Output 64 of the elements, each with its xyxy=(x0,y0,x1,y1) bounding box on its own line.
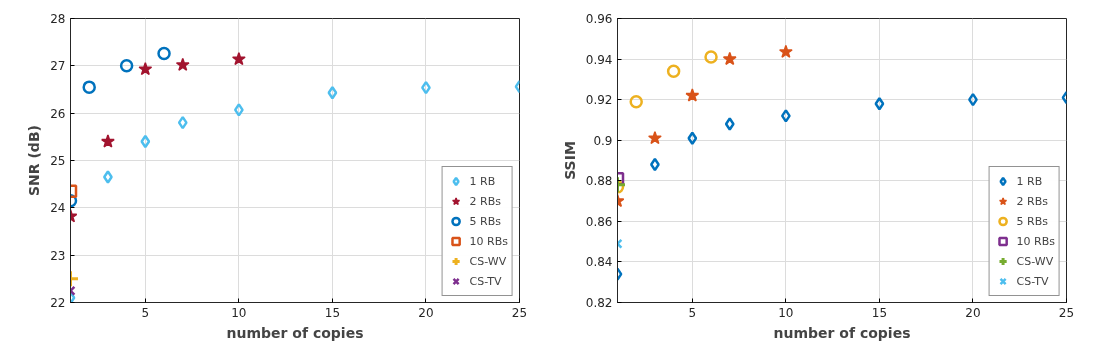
point xyxy=(177,115,188,130)
legend-label: 2 RBs xyxy=(1016,194,1048,208)
point xyxy=(231,51,246,66)
point xyxy=(724,117,735,131)
y-tick-label: 0.84 xyxy=(585,255,613,270)
legend-label: 10 RBs xyxy=(469,234,508,248)
x-tick-label: 15 xyxy=(871,305,888,320)
point xyxy=(687,131,698,145)
y-tick-label: 0.86 xyxy=(585,214,613,229)
legend-label: CS-WV xyxy=(469,254,507,268)
x-axis-title: number of copies xyxy=(773,324,911,341)
x-tick-label: 25 xyxy=(511,305,528,320)
point xyxy=(103,170,113,184)
legend-label: CS-TV xyxy=(469,274,502,288)
legend-label: 10 RBs xyxy=(1016,234,1055,248)
point xyxy=(175,57,190,71)
x-tick-label: 5 xyxy=(688,305,697,320)
legend-label: CS-WV xyxy=(1016,254,1054,268)
y-tick-label: 0.94 xyxy=(585,52,613,67)
legend-label: 1 RB xyxy=(1016,174,1043,188)
point xyxy=(722,51,737,66)
point xyxy=(327,86,338,100)
x-axis-title: number of copies xyxy=(226,324,364,341)
point xyxy=(666,64,681,78)
y-tick-label: 28 xyxy=(50,12,66,26)
x-tick-label: 10 xyxy=(231,305,247,320)
legend-label: 5 RBs xyxy=(469,214,501,228)
x-tick-label: 20 xyxy=(418,305,434,320)
point xyxy=(119,59,134,73)
legend-label: 5 RBs xyxy=(1016,214,1048,228)
y-tick-label: 0.92 xyxy=(585,93,613,108)
point xyxy=(647,130,662,145)
point xyxy=(778,44,793,58)
y-tick-label: 22 xyxy=(50,296,66,310)
point xyxy=(100,134,115,148)
y-tick-label: 0.96 xyxy=(585,12,613,26)
point xyxy=(140,134,151,149)
y-tick-label: 26 xyxy=(50,106,66,121)
legend-label: 1 RB xyxy=(469,174,496,188)
y-tick-label: 24 xyxy=(50,201,66,216)
point xyxy=(685,88,700,102)
y-tick-label: 25 xyxy=(50,154,66,168)
x-tick-label: 10 xyxy=(778,305,794,320)
point xyxy=(874,96,885,111)
y-tick-label: 0.88 xyxy=(585,174,613,189)
y-tick-label: 27 xyxy=(50,59,66,74)
x-tick-label: 20 xyxy=(965,305,981,320)
x-tick-label: 5 xyxy=(141,305,150,320)
legend-label: 2 RBs xyxy=(469,194,501,208)
point xyxy=(157,46,171,61)
point xyxy=(82,80,96,94)
point xyxy=(233,103,244,117)
y-tick-label: 0.9 xyxy=(593,133,613,148)
y-tick-label: 0.82 xyxy=(585,296,613,310)
y-tick-label: 23 xyxy=(50,248,66,263)
point xyxy=(704,50,718,64)
x-tick-label: 25 xyxy=(1058,305,1075,320)
point xyxy=(780,109,791,123)
point xyxy=(629,94,643,109)
x-tick-label: 15 xyxy=(324,305,341,320)
y-axis-title: SSIM xyxy=(561,141,578,180)
y-axis-title: SNR (dB) xyxy=(26,125,43,196)
point xyxy=(138,61,153,76)
legend-label: CS-TV xyxy=(1016,274,1049,288)
